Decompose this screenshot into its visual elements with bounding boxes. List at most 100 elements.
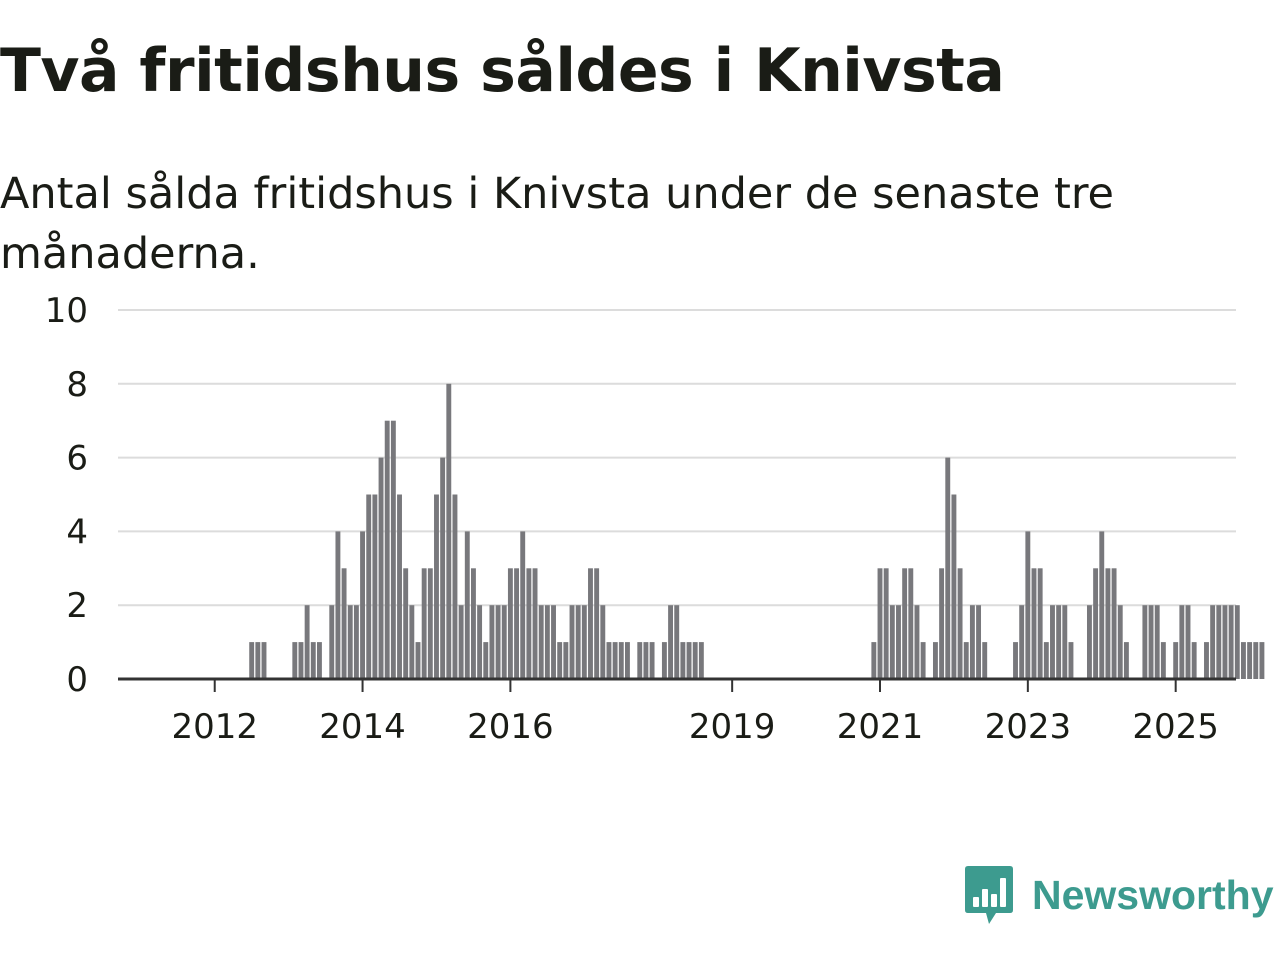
- bar: [360, 531, 366, 679]
- bar: [877, 568, 883, 679]
- brand-name: Newsworthy: [1032, 871, 1274, 918]
- bar: [1191, 642, 1197, 679]
- y-tick-label: 4: [66, 512, 88, 552]
- bar: [963, 642, 969, 679]
- bar: [1123, 642, 1129, 679]
- bar: [557, 642, 563, 679]
- chart-subtitle: Antal sålda fritidshus i Knivsta under d…: [0, 169, 1115, 279]
- bar: [902, 568, 908, 679]
- bar: [1099, 531, 1105, 679]
- bar: [489, 605, 495, 679]
- x-tick-label: 2021: [837, 707, 924, 747]
- bar: [1185, 605, 1191, 679]
- bar: [501, 605, 507, 679]
- bar: [1117, 605, 1123, 679]
- bar: [575, 605, 581, 679]
- x-tick-label: 2012: [171, 707, 258, 747]
- bar: [427, 568, 433, 679]
- bar: [1204, 642, 1209, 679]
- bar: [298, 642, 304, 679]
- gridlines: [118, 309, 1236, 607]
- bar: [390, 420, 396, 679]
- bar: [1179, 605, 1185, 679]
- bar: [1142, 605, 1148, 679]
- bar: [434, 494, 439, 679]
- bar: [507, 568, 513, 679]
- bar: [464, 531, 470, 679]
- bar: [1228, 605, 1234, 679]
- x-tick-label: 2025: [1132, 707, 1219, 747]
- bar: [1154, 605, 1160, 679]
- bar: [1105, 568, 1111, 679]
- bar: [969, 605, 975, 679]
- bar: [920, 642, 926, 679]
- bar: [661, 642, 667, 679]
- bar-chart: 0 2 4 6 8 10 2012 2014 2016 2019 2021 2023 2025 2: [45, 291, 1265, 747]
- bar: [452, 494, 458, 679]
- bar: [1111, 568, 1117, 679]
- bar: [532, 568, 538, 679]
- bar: [1025, 531, 1031, 679]
- x-tick-label: 2016: [467, 707, 554, 747]
- bar: [606, 642, 612, 679]
- bar: [908, 568, 914, 679]
- bar: [668, 605, 674, 679]
- bar: [403, 568, 409, 679]
- bar: [1173, 642, 1179, 679]
- bar: [951, 494, 957, 679]
- bar: [932, 642, 938, 679]
- bar: [458, 605, 464, 679]
- bar: [588, 568, 593, 679]
- bar: [982, 642, 988, 679]
- bar: [1050, 605, 1055, 679]
- bar: [421, 568, 427, 679]
- bar: [329, 605, 335, 679]
- bar: [1062, 605, 1068, 679]
- bar: [514, 568, 520, 679]
- bar: [612, 642, 618, 679]
- bar: [446, 383, 452, 679]
- y-tick-label: 2: [66, 586, 88, 626]
- bar: [440, 457, 446, 679]
- bar: [643, 642, 649, 679]
- y-tick-label: 6: [66, 439, 88, 479]
- bar: [520, 531, 526, 679]
- bar: [637, 642, 643, 679]
- bar: [1259, 642, 1265, 679]
- bar: [409, 605, 415, 679]
- bar: [341, 568, 347, 679]
- bar: [581, 605, 587, 679]
- bar: [1253, 642, 1259, 679]
- bar: [563, 642, 569, 679]
- bar: [945, 457, 951, 679]
- bar: [261, 642, 267, 679]
- bar: [310, 642, 316, 679]
- bar: [674, 605, 680, 679]
- bar: [1222, 605, 1228, 679]
- bar: [544, 605, 550, 679]
- bar: [1068, 642, 1074, 679]
- bar: [249, 642, 255, 679]
- bar: [483, 642, 489, 679]
- bar: [889, 605, 895, 679]
- bar: [378, 457, 384, 679]
- chart-title: Två fritidshus såldes i Knivsta: [0, 36, 1005, 106]
- x-tick-label: 2014: [319, 707, 406, 747]
- bar: [1093, 568, 1099, 679]
- bar: [618, 642, 624, 679]
- bar: [538, 605, 544, 679]
- bar: [680, 642, 686, 679]
- bar: [470, 568, 476, 679]
- y-axis-labels: 0 2 4 6 8 10: [45, 291, 88, 700]
- bar: [526, 568, 532, 679]
- bar: [1240, 642, 1246, 679]
- bar: [304, 605, 310, 679]
- x-tick-label: 2023: [985, 707, 1072, 747]
- bar: [1031, 568, 1037, 679]
- y-tick-label: 10: [45, 291, 88, 331]
- bar: [353, 605, 359, 679]
- bar: [883, 568, 889, 679]
- bar: [372, 494, 378, 679]
- bar: [366, 494, 372, 679]
- bar: [1043, 642, 1049, 679]
